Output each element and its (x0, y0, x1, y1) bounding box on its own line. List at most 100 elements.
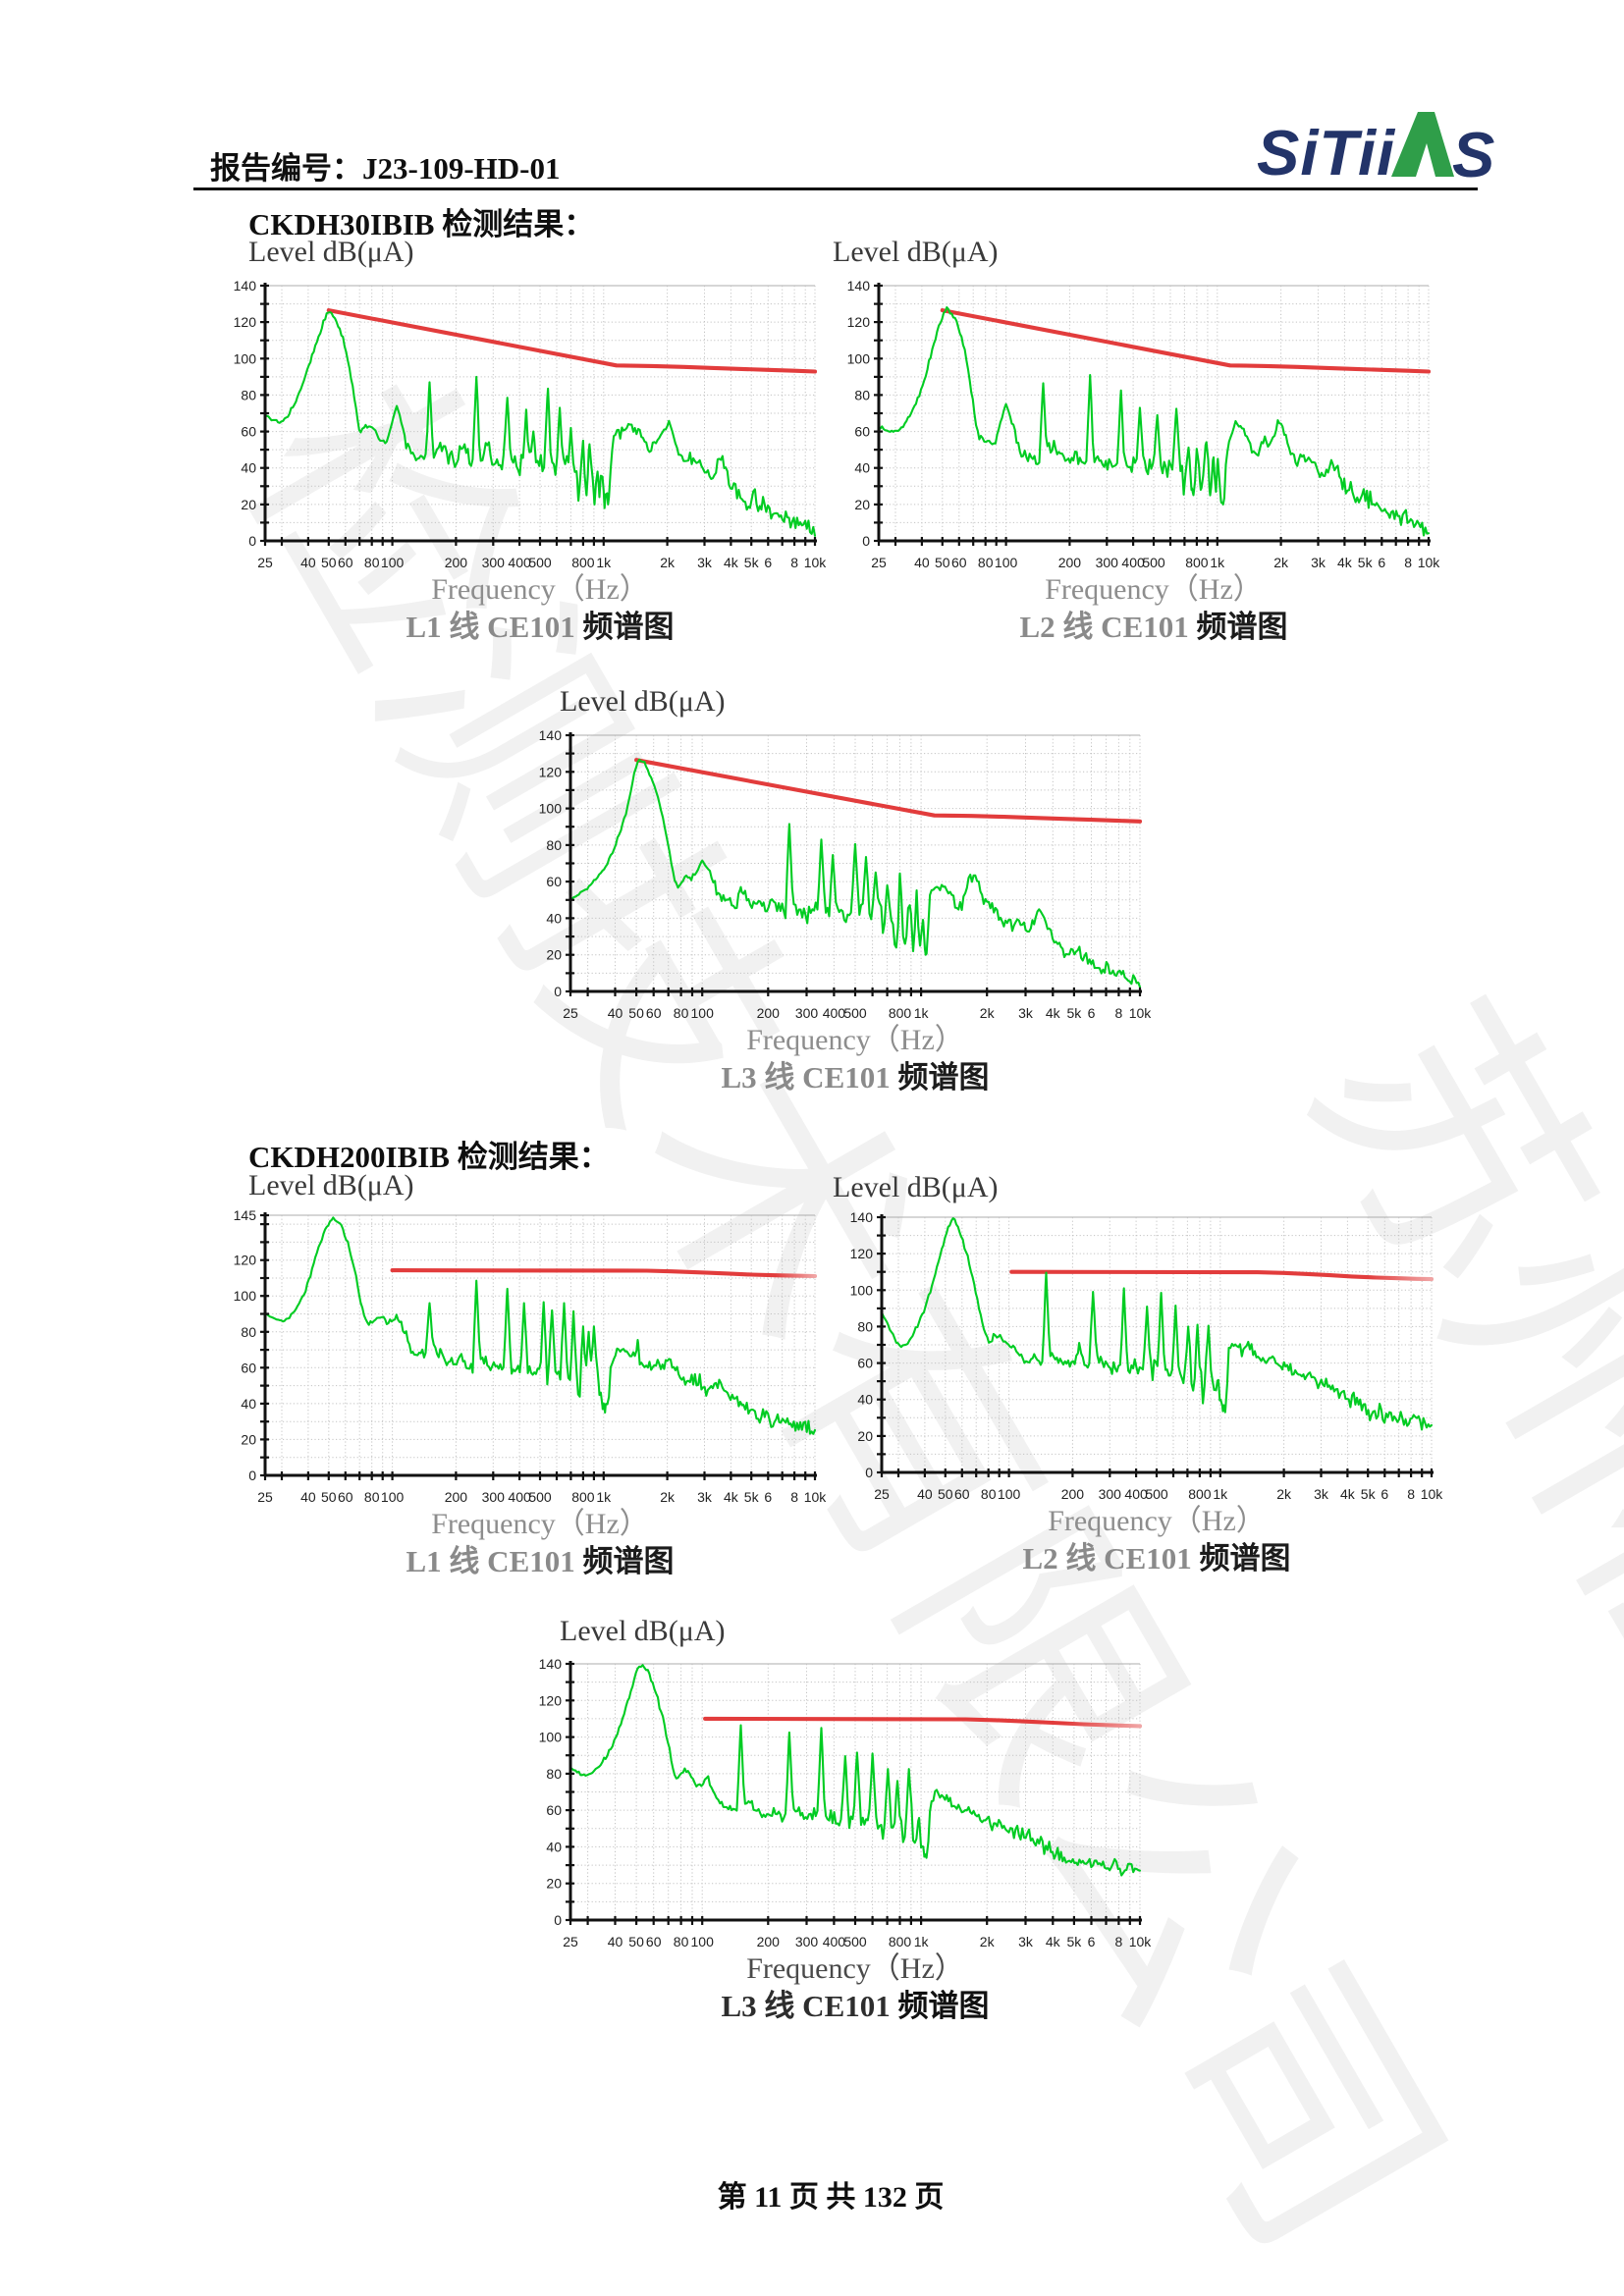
y-tick-label: 100 (539, 801, 563, 817)
section-title-ckdh30ibib: CKDH30IBIB 检测结果： (248, 207, 595, 241)
x-tick-label: 5k (1361, 1486, 1377, 1502)
chart-title-prefix: L1 线 CE101 (406, 610, 583, 644)
x-tick-label: 4k (1046, 1934, 1061, 1949)
x-tick-label: 1k (1213, 1486, 1228, 1502)
y-tick-label: 120 (847, 314, 871, 330)
x-tick-label: 800 (889, 1005, 912, 1021)
x-tick-label: 4k (1046, 1005, 1061, 1021)
y-axis-title: Level dB(μA) (560, 685, 726, 718)
x-tick-label: 800 (889, 1934, 912, 1949)
y-tick-label: 100 (234, 350, 257, 366)
y-tick-label: 100 (850, 1282, 874, 1298)
y-tick-label: 40 (241, 460, 256, 476)
x-tick-label: 400 (508, 1489, 531, 1505)
trace-measurement (880, 1217, 1434, 1431)
y-tick-label: 20 (546, 947, 562, 963)
x-tick-label: 400 (1121, 555, 1145, 570)
x-tick-label: 60 (646, 1934, 662, 1949)
x-tick-label: 4k (724, 555, 739, 570)
y-tick-label: 120 (234, 314, 257, 330)
x-tick-label: 2k (1273, 555, 1289, 570)
trace-measurement (568, 758, 1142, 988)
y-tick-label: 80 (241, 1324, 256, 1340)
x-axis-title: Frequency（Hz） (746, 1024, 964, 1056)
axis-ticks (260, 1213, 817, 1480)
x-tick-label: 6 (764, 1489, 772, 1505)
y-tick-label: 0 (248, 533, 256, 549)
x-tick-label: 80 (981, 1486, 997, 1502)
x-tick-label: 6 (1088, 1005, 1096, 1021)
chart-title: L3 线 CE101 频谱图 (722, 1060, 990, 1095)
logo-text-prefix: SiTii (1257, 117, 1396, 188)
x-tick-label: 10k (1129, 1934, 1153, 1949)
x-tick-label: 25 (257, 1489, 273, 1505)
x-tick-label: 100 (381, 1489, 405, 1505)
y-tick-label: 80 (546, 837, 562, 853)
x-tick-label: 200 (445, 1489, 468, 1505)
axis-ticks (260, 284, 817, 546)
x-tick-label: 80 (978, 555, 994, 570)
x-tick-label: 80 (674, 1005, 689, 1021)
y-tick-label: 140 (847, 278, 871, 294)
axis-ticks (566, 1662, 1142, 1925)
trace-measurement (263, 311, 817, 537)
x-tick-label: 50 (938, 1486, 953, 1502)
x-tick-label: 25 (563, 1934, 578, 1949)
y-tick-label: 40 (857, 1392, 873, 1408)
x-tick-label: 500 (843, 1934, 867, 1949)
x-tick-label: 3k (1018, 1005, 1034, 1021)
x-tick-label: 6 (1378, 555, 1385, 570)
x-axis-title: Frequency（Hz） (431, 1508, 649, 1540)
section-title-ckdh200ibib: CKDH200IBIB 检测结果： (248, 1140, 610, 1174)
x-tick-label: 100 (381, 555, 405, 570)
chart-title-prefix: L2 线 CE101 (1020, 610, 1197, 644)
x-tick-label: 50 (321, 555, 337, 570)
x-tick-label: 50 (628, 1934, 644, 1949)
x-tick-label: 8 (1115, 1934, 1123, 1949)
chart-title-suffix: 频谱图 (583, 610, 675, 644)
x-tick-label: 200 (757, 1934, 781, 1949)
y-tick-label: 120 (850, 1246, 874, 1261)
x-tick-label: 2k (1276, 1486, 1292, 1502)
x-tick-label: 80 (364, 1489, 380, 1505)
y-tick-label: 100 (847, 350, 871, 366)
y-tick-label: 20 (241, 1431, 256, 1447)
x-tick-label: 5k (744, 1489, 760, 1505)
x-tick-label: 400 (508, 555, 531, 570)
plot-grid (265, 1215, 816, 1475)
x-tick-label: 3k (697, 555, 713, 570)
x-tick-label: 5k (744, 555, 760, 570)
x-tick-label: 5k (1067, 1005, 1083, 1021)
x-tick-label: 25 (563, 1005, 578, 1021)
x-tick-label: 200 (445, 555, 468, 570)
y-tick-label: 120 (539, 1692, 563, 1708)
axis-ticks (877, 1215, 1434, 1477)
x-tick-label: 4k (1337, 555, 1353, 570)
x-tick-label: 80 (364, 555, 380, 570)
y-tick-label: 80 (854, 387, 870, 402)
y-tick-label: 60 (546, 1802, 562, 1818)
chart-title-prefix: L1 线 CE101 (406, 1544, 583, 1578)
y-tick-label: 20 (854, 497, 870, 512)
x-tick-label: 10k (1418, 555, 1441, 570)
chart-title-prefix: L3 线 CE101 (722, 1060, 898, 1095)
y-axis-title: Level dB(μA) (833, 1171, 999, 1203)
x-tick-label: 10k (804, 555, 828, 570)
x-tick-label: 2k (660, 1489, 676, 1505)
y-tick-label: 60 (546, 874, 562, 889)
trace-limit (326, 308, 818, 374)
chart-title-suffix: 频谱图 (583, 1544, 675, 1578)
x-tick-label: 8 (790, 555, 798, 570)
y-tick-label: 140 (539, 727, 563, 743)
x-tick-label: 4k (724, 1489, 739, 1505)
x-tick-label: 60 (954, 1486, 970, 1502)
y-tick-label: 60 (854, 424, 870, 440)
header-divider (193, 187, 1478, 190)
